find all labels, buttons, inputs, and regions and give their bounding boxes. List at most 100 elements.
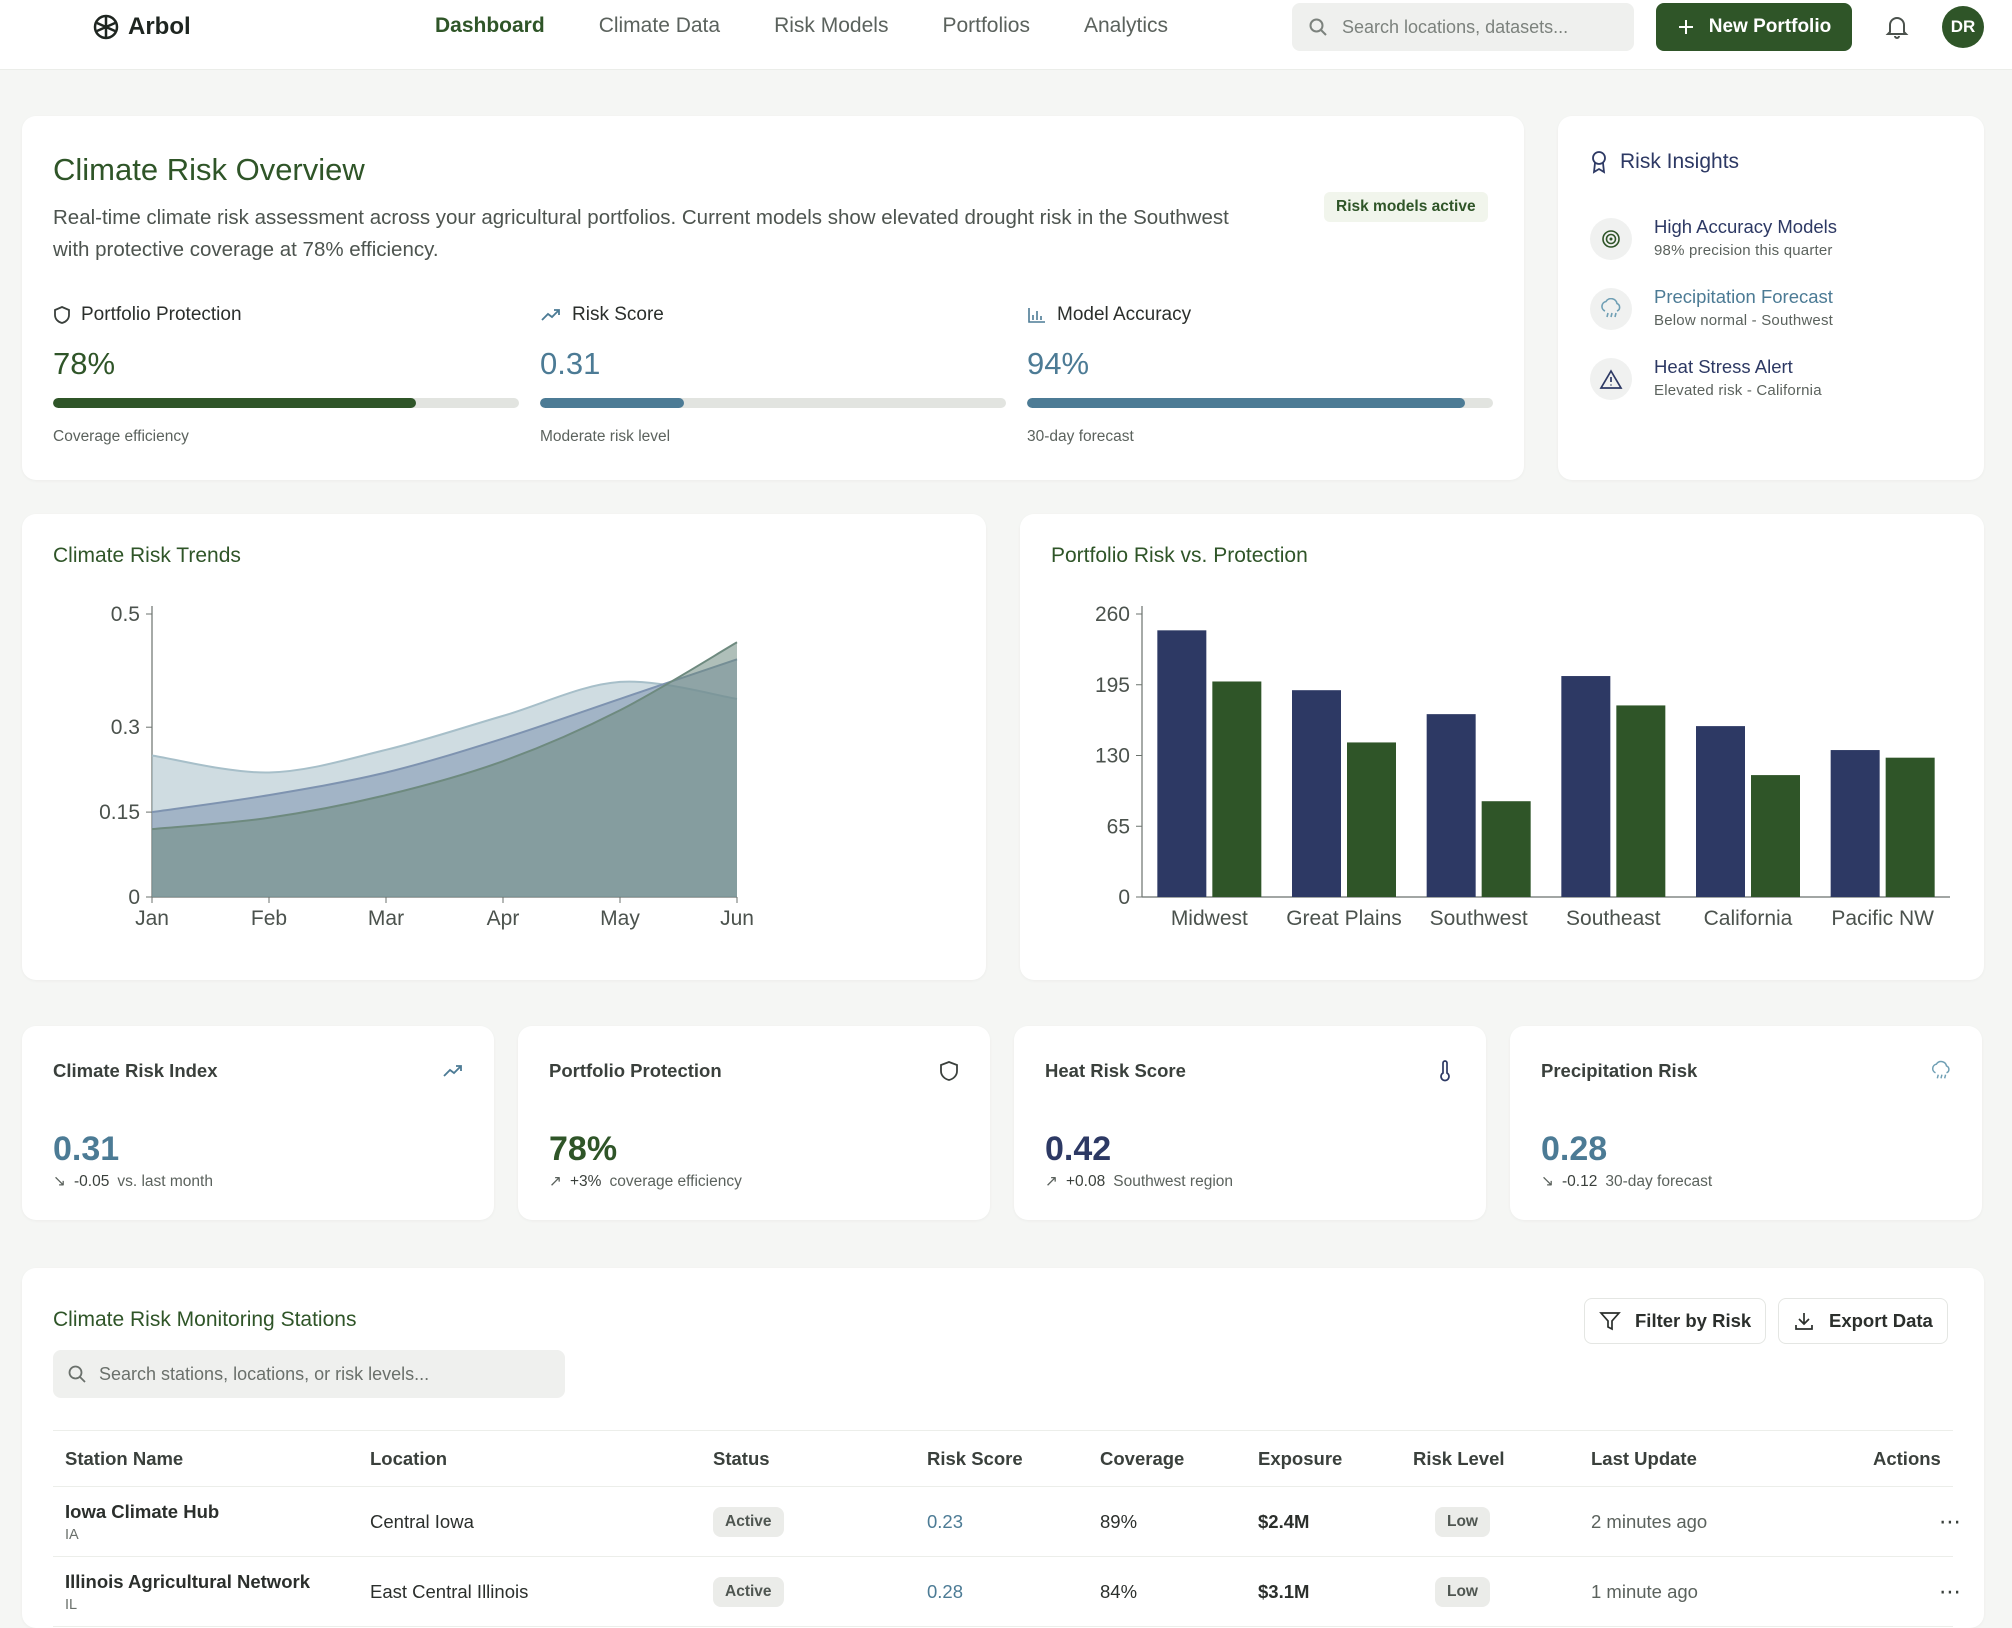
col-station-name[interactable]: Station Name xyxy=(65,1447,184,1469)
arrow-up-right-icon: ↗ xyxy=(1045,1173,1058,1190)
risk-protection-chart: 0 65 130 195 260 Midwest Great Plains Southwest… xyxy=(1095,603,1950,930)
nav-link-portfolios[interactable]: Portfolios xyxy=(942,14,1030,37)
bar-chart-icon xyxy=(1028,308,1045,323)
col-exposure[interactable]: Exposure xyxy=(1258,1447,1343,1469)
risk-level-cell: Low xyxy=(1435,1557,1490,1626)
stat-note: Southwest region xyxy=(1113,1172,1234,1190)
station-name[interactable]: Illinois Agricultural Network xyxy=(65,1570,310,1592)
metric-risk-score: Risk Score 0.31 Moderate risk level xyxy=(540,304,1006,446)
x-tick-label: May xyxy=(600,907,640,930)
x-tick-label: Pacific NW xyxy=(1831,907,1934,930)
station-name-cell: Illinois Agricultural Network IL xyxy=(65,1557,310,1626)
export-data-button[interactable]: Export Data xyxy=(1778,1298,1948,1344)
col-location[interactable]: Location xyxy=(370,1447,448,1469)
user-avatar[interactable]: DR xyxy=(1942,6,1984,48)
col-risk-level[interactable]: Risk Level xyxy=(1413,1447,1505,1469)
table-header-row: Station Name Location Status Risk Score … xyxy=(53,1431,1953,1487)
portfolio-risk-protection-card: Portfolio Risk vs. Protection 0 65 130 195 2… xyxy=(1020,514,1984,980)
bars-chart-title: Portfolio Risk vs. Protection xyxy=(1051,544,1308,567)
metric-portfolio-protection: Portfolio Protection 78% Coverage effici… xyxy=(53,304,519,446)
status-badge: Active xyxy=(713,1506,784,1537)
climate-risk-overview-card: Climate Risk Overview Real-time climate … xyxy=(22,116,1524,480)
stat-card-heat-risk-score[interactable]: Heat Risk Score 0.42 ↗ +0.08 Southwest reg… xyxy=(1014,1026,1486,1220)
stations-search[interactable] xyxy=(53,1350,565,1398)
top-nav: Arbol Dashboard Climate Data Risk Models… xyxy=(0,0,2012,70)
nav-link-dashboard[interactable]: Dashboard xyxy=(435,14,545,37)
station-name[interactable]: Iowa Climate Hub xyxy=(65,1500,220,1522)
stat-label: Portfolio Protection xyxy=(549,1060,722,1081)
risk-score-cell: 0.23 xyxy=(927,1510,964,1532)
stations-table: Station Name Location Status Risk Score … xyxy=(53,1430,1961,1627)
stat-card-portfolio-protection[interactable]: Portfolio Protection 78% ↗ +3% coverage ef… xyxy=(518,1026,990,1220)
stations-search-input[interactable] xyxy=(99,1363,549,1385)
nav-link-climate-data[interactable]: Climate Data xyxy=(598,14,721,37)
col-status[interactable]: Status xyxy=(713,1447,770,1469)
y-tick-label: 130 xyxy=(1095,745,1130,768)
global-search-input[interactable] xyxy=(1342,16,1602,38)
insight-name: Heat Stress Alert xyxy=(1654,356,1793,377)
col-coverage[interactable]: Coverage xyxy=(1100,1447,1185,1469)
exposure-cell: $2.4M xyxy=(1258,1510,1310,1532)
filter-label: Filter by Risk xyxy=(1635,1310,1752,1331)
stat-card-precipitation-risk[interactable]: Precipitation Risk 0.28 ↘ -0.12 30-day for… xyxy=(1510,1026,1982,1220)
stat-value: 0.42 xyxy=(1045,1130,1112,1168)
cloud-rain-icon xyxy=(1932,1060,1950,1079)
search-icon xyxy=(1309,18,1327,36)
insight-item[interactable]: Heat Stress Alert Elevated risk - Califor… xyxy=(1590,356,1822,400)
alert-triangle-icon xyxy=(1590,358,1632,400)
brand-name: Arbol xyxy=(128,13,191,40)
progress-bar xyxy=(540,398,1006,408)
new-portfolio-label: New Portfolio xyxy=(1708,16,1832,37)
bar-risk xyxy=(1426,714,1476,897)
metric-value: 0.31 xyxy=(540,346,601,381)
risk-level-badge: Low xyxy=(1435,1576,1490,1607)
col-last-update[interactable]: Last Update xyxy=(1591,1447,1697,1469)
x-tick-label: Jan xyxy=(135,907,169,930)
stat-delta: -0.05 xyxy=(74,1172,110,1190)
bar-protection xyxy=(1751,775,1800,897)
search-icon xyxy=(68,1365,86,1383)
global-search[interactable] xyxy=(1292,3,1634,51)
bar-protection xyxy=(1481,801,1531,897)
table-row[interactable]: Illinois Agricultural Network IL East Cen… xyxy=(53,1557,1961,1627)
x-tick-label: Southwest xyxy=(1430,907,1528,930)
x-tick-label: Southeast xyxy=(1566,907,1661,930)
x-tick-label: California xyxy=(1704,907,1793,930)
status-cell: Active xyxy=(713,1487,784,1556)
stat-label: Heat Risk Score xyxy=(1045,1060,1186,1081)
y-tick-label: 0.3 xyxy=(111,716,140,739)
nav-link-analytics[interactable]: Analytics xyxy=(1084,14,1169,37)
bell-icon[interactable] xyxy=(1884,14,1910,40)
nav-link-risk-models[interactable]: Risk Models xyxy=(774,14,889,37)
bar-risk xyxy=(1292,690,1341,897)
filter-by-risk-button[interactable]: Filter by Risk xyxy=(1584,1298,1767,1344)
brand-logo[interactable]: Arbol xyxy=(92,12,191,42)
more-actions-icon[interactable]: ⋯ xyxy=(1939,1578,1962,1604)
insight-detail: 98% precision this quarter xyxy=(1654,242,1833,259)
more-actions-icon[interactable]: ⋯ xyxy=(1939,1508,1962,1534)
y-tick-label: 0.5 xyxy=(111,603,140,626)
col-actions: Actions xyxy=(1873,1447,1941,1469)
risk-level-cell: Low xyxy=(1435,1487,1490,1556)
table-row[interactable]: Iowa Climate Hub IA Central Iowa Active 0… xyxy=(53,1487,1961,1557)
x-tick-label: Feb xyxy=(251,907,287,930)
new-portfolio-button[interactable]: New Portfolio xyxy=(1656,3,1852,51)
stat-value: 0.31 xyxy=(53,1130,120,1168)
target-icon xyxy=(1590,218,1632,260)
x-tick-label: Jun xyxy=(720,907,754,930)
stat-card-climate-risk-index[interactable]: Climate Risk Index 0.31 ↘ -0.05 vs. last m… xyxy=(22,1026,494,1220)
climate-risk-trends-card: Climate Risk Trends 0 0.15 0.3 0.5 Jan Feb Mar… xyxy=(22,514,986,980)
shield-icon xyxy=(54,306,70,324)
bar-protection xyxy=(1885,757,1935,897)
download-icon xyxy=(1795,1313,1813,1330)
stat-change: ↗ +3% coverage efficiency xyxy=(549,1172,742,1191)
nav-links: Dashboard Climate Data Risk Models Portf… xyxy=(435,14,1168,38)
status-cell: Active xyxy=(713,1557,784,1626)
risk-score-cell: 0.28 xyxy=(927,1580,964,1602)
insight-item[interactable]: High Accuracy Models 98% precision this q… xyxy=(1590,216,1837,260)
bar-risk xyxy=(1696,726,1745,897)
insight-item[interactable]: Precipitation Forecast Below normal - Sou… xyxy=(1590,286,1833,330)
col-risk-score[interactable]: Risk Score xyxy=(927,1447,1023,1469)
metric-label: Model Accuracy xyxy=(1057,304,1192,325)
x-tick-label: Apr xyxy=(487,907,520,930)
